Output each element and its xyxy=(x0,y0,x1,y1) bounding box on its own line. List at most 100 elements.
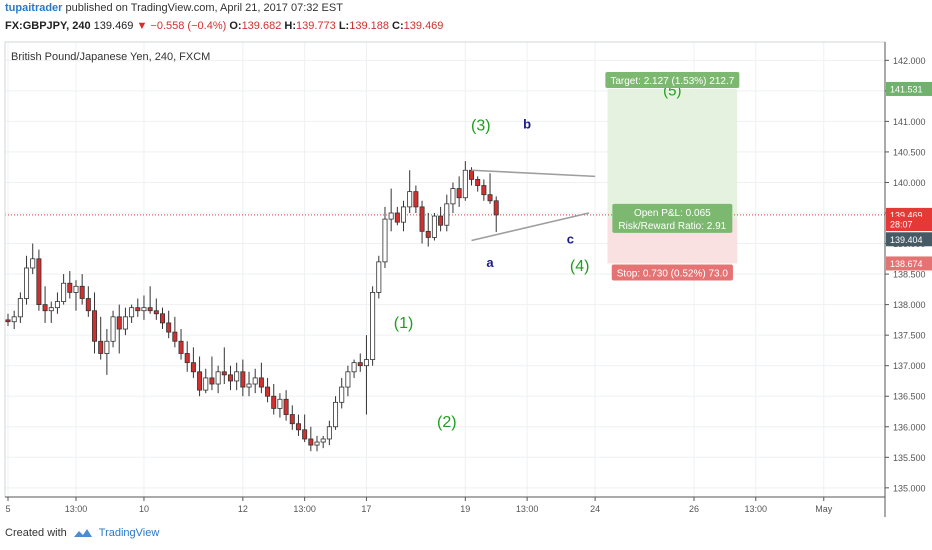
candle-body xyxy=(431,215,437,238)
y-tick-label: 138.000 xyxy=(893,300,926,310)
wave-label: b xyxy=(523,117,531,132)
wave-label: (4) xyxy=(570,258,590,275)
candle-body xyxy=(79,285,85,299)
chart-grid xyxy=(5,42,885,497)
y-tick-label: 137.000 xyxy=(893,361,926,371)
candle-body xyxy=(425,230,431,238)
candle-body xyxy=(265,386,271,397)
price-marker-bg xyxy=(886,217,932,231)
symbol-label[interactable]: FX:GBPJPY, 240 xyxy=(5,20,91,32)
high-label: H: xyxy=(284,20,296,32)
candle-body xyxy=(456,188,462,199)
candle-body xyxy=(413,191,419,208)
price-marker-label: 139.404 xyxy=(890,235,923,245)
candle-body xyxy=(444,203,450,226)
price-marker-label: 139.469 xyxy=(890,210,923,220)
low-label: L: xyxy=(338,20,350,32)
position-zones xyxy=(5,88,885,264)
last-price: 139.469 xyxy=(93,20,134,32)
x-tick-label: 12 xyxy=(238,504,248,514)
candle-body xyxy=(363,359,369,367)
candle-body xyxy=(11,316,17,323)
candle-body xyxy=(271,395,277,409)
candle-body xyxy=(345,371,351,388)
y-tick-label: 137.500 xyxy=(893,331,926,341)
price-change: ▼ −0.558 (−0.4%) xyxy=(136,20,227,32)
candle-body xyxy=(147,307,153,312)
candle-body xyxy=(159,313,165,324)
candle-body xyxy=(110,316,116,342)
tradingview-link[interactable]: TradingView xyxy=(98,527,160,539)
target-label xyxy=(605,71,740,88)
candle-body xyxy=(54,301,60,309)
candle-body xyxy=(370,292,376,360)
candle-body xyxy=(48,307,54,312)
time-axis[interactable]: 5 13:00 10 12 13:00 17 19 13:00 24 26 13:00 May xyxy=(5,497,833,514)
pnl-label: Open P&L: 0.065 xyxy=(634,208,711,219)
rr-label: Risk/Reward Ratio: 2.91 xyxy=(618,221,726,232)
price-marker-label: 138.674 xyxy=(890,259,923,269)
candle-body xyxy=(326,426,332,440)
price-axis[interactable]: 135.000 135.500 136.000 136.500 137.000 137.5… xyxy=(885,56,926,494)
candle-body xyxy=(252,377,258,385)
candle-body xyxy=(481,185,487,196)
created-with-text: Created with xyxy=(5,527,67,539)
candlestick-series xyxy=(5,161,499,452)
y-tick-label: 142.000 xyxy=(893,56,926,66)
candle-body xyxy=(419,206,425,232)
candle-body xyxy=(30,258,36,269)
y-tick-label: 135.000 xyxy=(893,483,926,493)
candle-body xyxy=(153,310,159,315)
stop-label xyxy=(611,264,733,281)
candle-body xyxy=(98,340,104,354)
author-link[interactable]: tupaitrader xyxy=(5,2,63,14)
candle-body xyxy=(283,398,289,415)
candle-body xyxy=(129,307,135,318)
candle-body xyxy=(487,194,493,202)
candle-body xyxy=(493,200,499,216)
x-tick-label: 24 xyxy=(590,504,600,514)
x-tick-label: 13:00 xyxy=(293,504,316,514)
annotation-labels: (3) bac(4)(1)(2)(5)Target: 2.127 (1.53%) … xyxy=(394,71,740,431)
candle-body xyxy=(61,282,67,302)
candle-body xyxy=(339,386,345,403)
price-marker-bg xyxy=(886,81,932,96)
candle-body xyxy=(197,371,203,391)
close-value: 139.469 xyxy=(403,20,444,32)
candle-body xyxy=(178,340,184,354)
candle-body xyxy=(388,212,394,220)
y-tick-label: 140.000 xyxy=(893,178,926,188)
candle-body xyxy=(320,438,326,443)
chart-frame xyxy=(4,41,886,517)
stop-label-text: Stop: 0.730 (0.52%) 73.0 xyxy=(617,268,729,279)
price-marker-bg xyxy=(886,256,932,271)
candle-body xyxy=(407,191,413,208)
price-marker-label: 28:07 xyxy=(890,220,913,230)
y-tick-label: 135.500 xyxy=(893,453,926,463)
candle-body xyxy=(438,215,444,226)
candle-body xyxy=(166,322,172,333)
wave-label: (1) xyxy=(394,315,414,332)
y-tick-label: 136.000 xyxy=(893,422,926,432)
y-tick-label: 136.500 xyxy=(893,392,926,402)
candle-body xyxy=(36,258,42,306)
candle-body xyxy=(240,371,246,388)
open-value: 139.682 xyxy=(241,20,282,32)
candle-body xyxy=(42,304,48,312)
candle-body xyxy=(314,441,320,446)
candle-body xyxy=(184,353,190,364)
candle-body xyxy=(17,298,23,318)
candle-body xyxy=(104,340,110,354)
trendline xyxy=(471,212,590,242)
wave-label: a xyxy=(486,255,494,270)
x-tick-label: 5 xyxy=(5,504,10,514)
x-tick-label: 17 xyxy=(361,504,371,514)
price-marker-bg xyxy=(886,232,932,247)
high-value: 139.773 xyxy=(296,20,336,32)
candle-body xyxy=(394,212,400,223)
candle-body xyxy=(73,285,79,293)
candle-body xyxy=(92,310,98,342)
chart-title: British Pound/Japanese Yen, 240, FXCM xyxy=(11,51,210,63)
